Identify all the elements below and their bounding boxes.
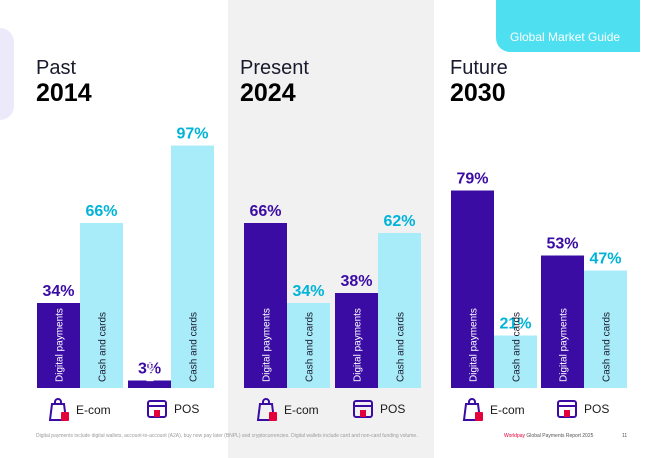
legend-pos-label: POS [174,402,200,416]
side-tab-decoration [0,28,14,120]
bar-cash-2030-pos [584,270,627,388]
page-number: 11 [622,433,628,439]
legend-ecom-label: E-com [284,403,319,417]
bar-digital-2014-pos [128,380,171,388]
legend-ecom-2014: E-com [48,398,111,422]
category-label-digital-2024-e-com: Digital payments [262,308,273,382]
legend-ecom-label: E-com [76,403,111,417]
past-label: Past [36,57,77,79]
present-label: Present [240,57,309,79]
shopping-bag-icon [256,398,277,421]
value-label-cash-2014-e-com: 66% [85,203,117,220]
bar-cash-2014-pos [171,145,214,388]
legend-pos-label: POS [380,402,406,416]
storefront-icon [557,400,577,418]
value-label-digital-2024-e-com: 66% [249,203,281,220]
category-label-digital-2030-pos: Digital payments [559,308,570,382]
value-label-cash-2030-pos: 47% [589,251,621,268]
value-label-cash-2024-pos: 62% [383,213,415,230]
brand-name: Worldpay [504,433,526,439]
bar-cash-2024-e-com [287,303,330,388]
bar-cash-2030-e-com [494,335,537,388]
past-year: 2014 [36,79,92,107]
future-label: Future [450,57,508,79]
category-label-cash-2030-pos: Cash and cards [602,312,613,382]
category-label-cash-2024-e-com: Cash and cards [305,312,316,382]
legend-pos-2030: POS [556,398,609,420]
storefront-icon [353,400,373,418]
bar-cash-2024-pos [378,233,421,388]
future-year: 2030 [450,79,506,107]
legend-pos-2024: POS [352,398,405,420]
category-label-cash-2030-e-com: Cash and cards [512,312,523,382]
guide-title: Global Market Guide [510,30,621,44]
category-label-digital-2014-e-com: Digital payments [55,308,66,382]
value-label-digital-2030-e-com: 79% [456,171,488,188]
storefront-icon [147,400,167,418]
bar-digital-2014-e-com [37,303,80,388]
bar-digital-2030-pos [541,255,584,388]
legend-ecom-2024: E-com [256,398,319,422]
category-label-digital-2024-pos: Digital payments [353,308,364,382]
legend-pos-2014: POS [146,398,199,420]
present-year: 2024 [240,79,296,107]
footer-report: Worldpay Global Payments Report 2025 [504,433,593,439]
bar-digital-2024-e-com [244,223,287,388]
value-label-cash-2014-pos: 97% [176,126,208,143]
guide-banner [496,0,640,52]
value-label-digital-2014-e-com: 34% [42,283,74,300]
value-label-digital-2024-pos: 38% [340,273,372,290]
value-label-digital-2014-pos: 3% [138,361,161,378]
value-label-cash-2030-e-com: 21% [499,316,531,333]
footnote: Digital payments include digital wallets… [36,433,418,439]
bar-cash-2014-e-com [80,223,123,388]
shopping-bag-icon [462,398,483,421]
category-label-digital-2030-e-com: Digital payments [469,308,480,382]
category-label-cash-2014-e-com: Cash and cards [98,312,109,382]
value-label-cash-2024-e-com: 34% [292,283,324,300]
bar-digital-2024-pos [335,293,378,388]
legend-ecom-label: E-com [490,403,525,417]
category-label-digital-2014-pos: Digital payments [146,308,157,382]
shopping-bag-icon [48,398,69,421]
bar-digital-2030-e-com [451,190,494,388]
category-label-cash-2024-pos: Cash and cards [396,312,407,382]
report-name: Global Payments Report 2025 [526,433,594,439]
legend-pos-label: POS [584,402,610,416]
value-label-digital-2030-pos: 53% [546,236,578,253]
legend-ecom-2030: E-com [462,398,525,422]
category-label-cash-2014-pos: Cash and cards [189,312,200,382]
